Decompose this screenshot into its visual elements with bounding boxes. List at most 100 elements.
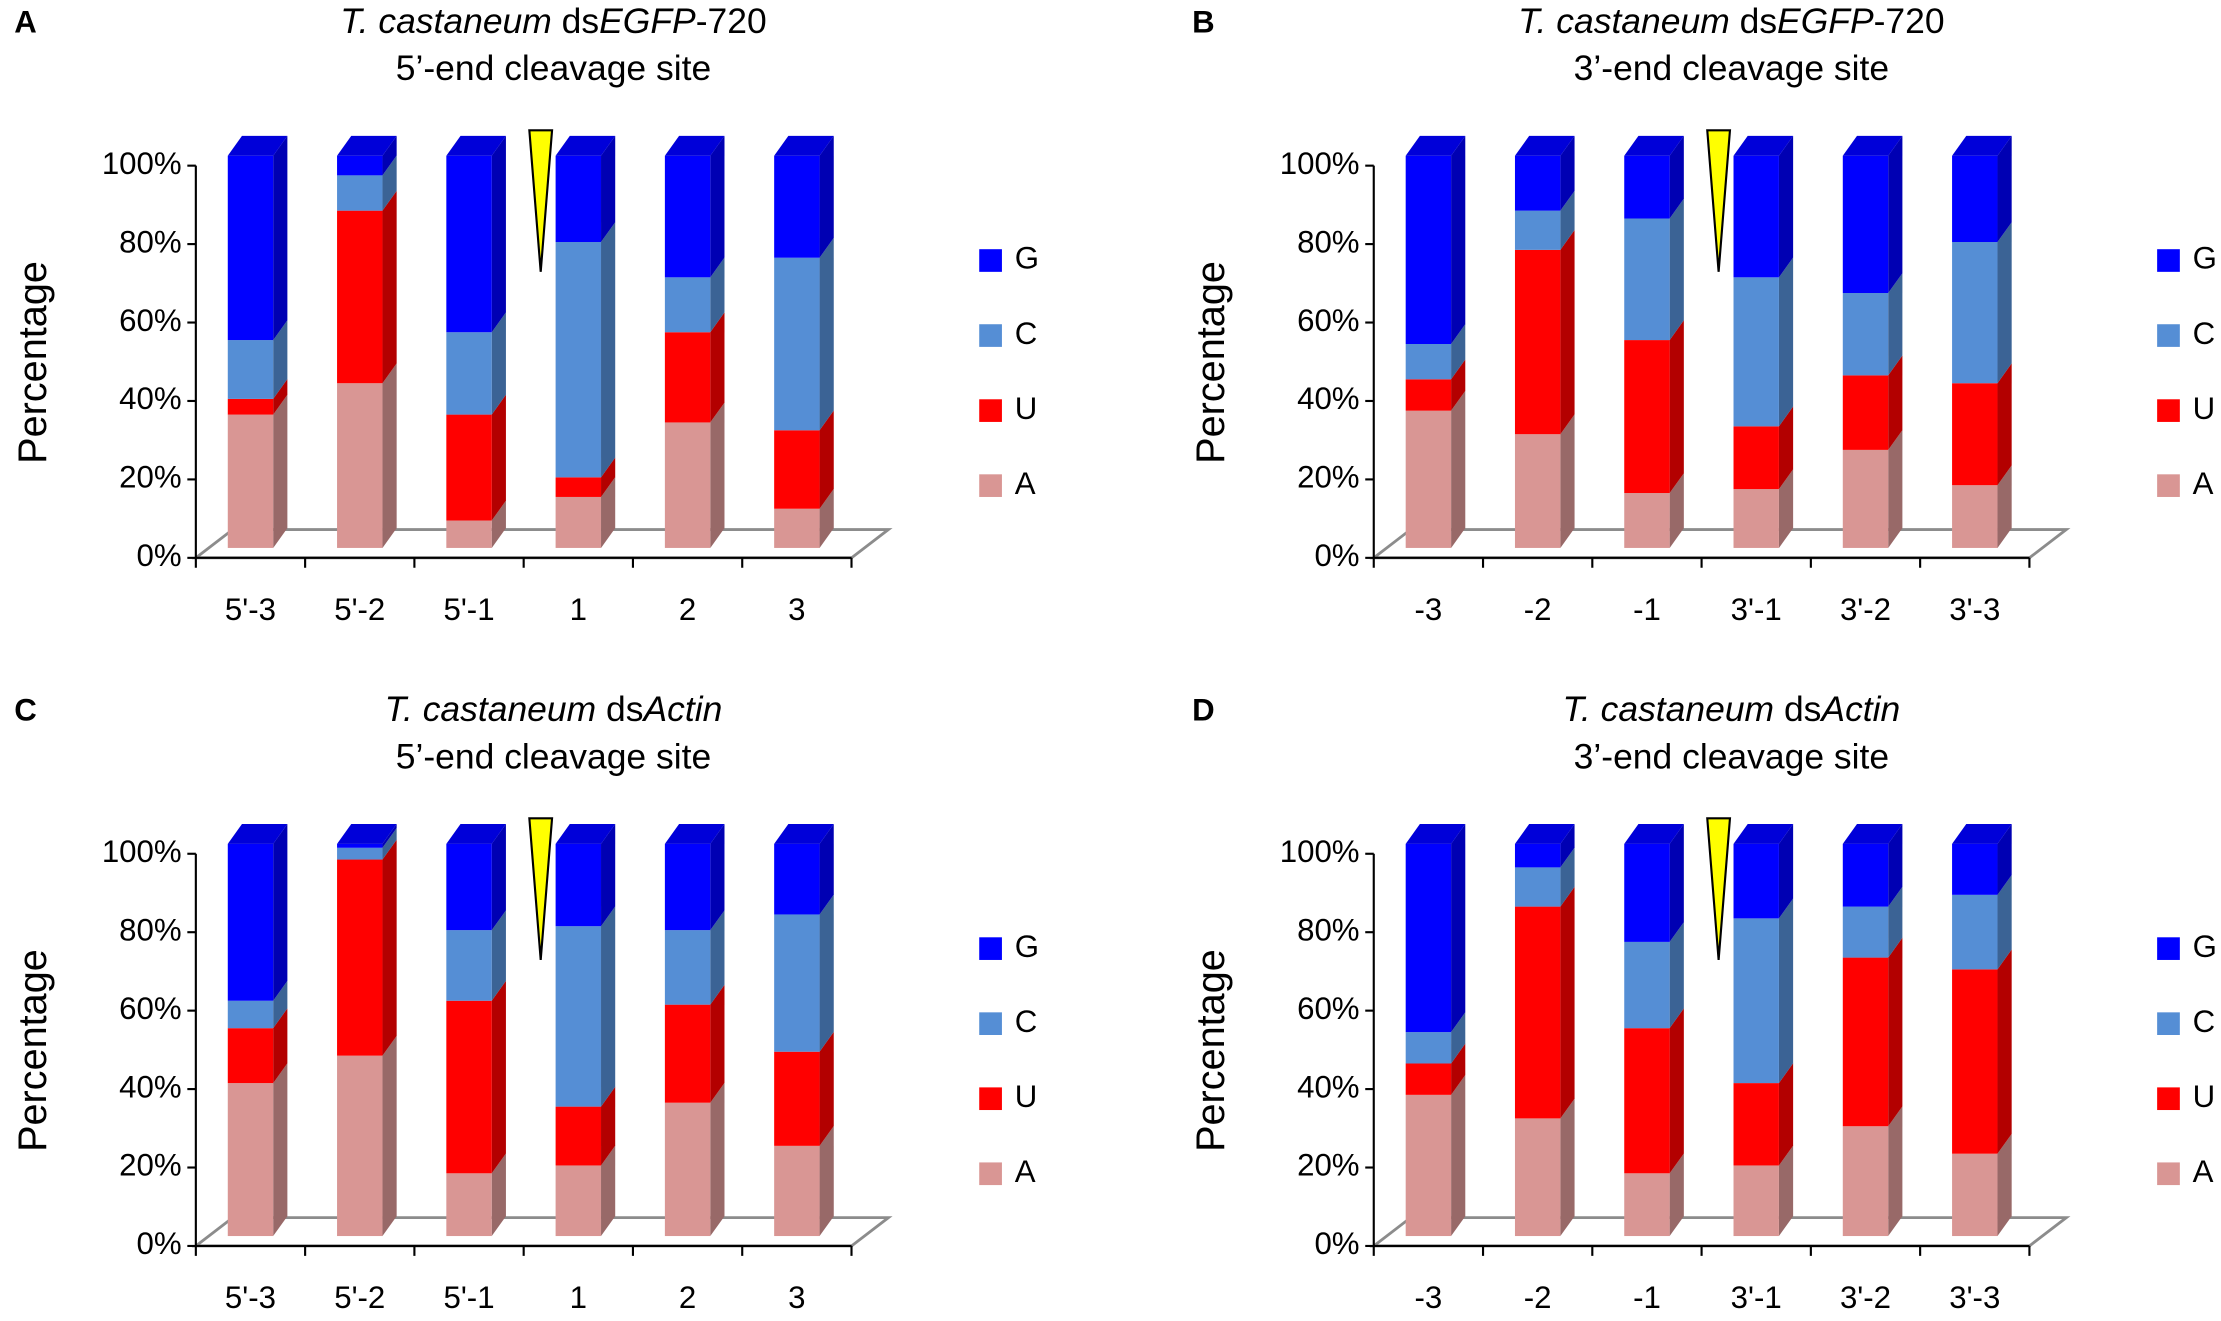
legend-swatch bbox=[2157, 399, 2180, 422]
chart-title: T. castaneum dsEGFP-720 bbox=[340, 1, 766, 41]
chart-subtitle: 5’-end cleavage site bbox=[396, 736, 711, 776]
title-part: ds bbox=[596, 690, 643, 730]
bar-side bbox=[1888, 824, 1903, 907]
bar-side bbox=[1888, 886, 1903, 958]
bar-segment bbox=[664, 155, 711, 278]
bar-segment bbox=[1952, 969, 1998, 1154]
bar-segment bbox=[1952, 485, 1998, 548]
bar-side bbox=[382, 363, 397, 548]
bar-segment bbox=[555, 155, 602, 243]
bar-top bbox=[1842, 135, 1903, 156]
bar-segment bbox=[227, 340, 274, 399]
bar-side bbox=[1997, 135, 2012, 243]
x-tick-label: -3 bbox=[1415, 1280, 1443, 1315]
bar-side bbox=[491, 910, 506, 1001]
bar-top bbox=[1733, 824, 1794, 844]
bar-side bbox=[1451, 359, 1466, 411]
bar-side bbox=[1997, 222, 2012, 384]
legend-label: G bbox=[1015, 929, 1039, 964]
bar-side bbox=[491, 135, 506, 333]
bar-side bbox=[1451, 1012, 1466, 1064]
bar-segment bbox=[1514, 434, 1561, 548]
chart-subtitle: 5’-end cleavage site bbox=[396, 48, 711, 88]
bar-side bbox=[273, 394, 288, 548]
bar-top bbox=[774, 824, 834, 844]
bar-top bbox=[337, 824, 397, 844]
bar-segment bbox=[1842, 843, 1889, 907]
bar-side bbox=[1888, 1106, 1903, 1237]
bar-segment bbox=[446, 414, 492, 521]
bar-side bbox=[382, 155, 397, 211]
bar-top bbox=[1624, 135, 1684, 156]
x-tick-label: 3'-2 bbox=[1840, 1280, 1891, 1315]
x-tick-label: 5'-1 bbox=[443, 1280, 494, 1315]
title-part: T. castaneum bbox=[1563, 690, 1775, 730]
bar-top bbox=[1952, 824, 2012, 844]
bar-side bbox=[710, 1082, 725, 1237]
legend-swatch bbox=[2157, 324, 2180, 347]
legend-swatch bbox=[979, 249, 1002, 272]
bar-side bbox=[1669, 1153, 1684, 1237]
bar-side bbox=[1997, 949, 2012, 1154]
bar-segment bbox=[555, 477, 602, 497]
bar-segment bbox=[227, 843, 274, 1001]
bar-side bbox=[273, 1008, 288, 1084]
title-part: -720 bbox=[696, 1, 767, 41]
y-tick-label: 80% bbox=[1297, 912, 1359, 947]
bar-top bbox=[337, 135, 397, 156]
x-tick-label: 3'-3 bbox=[1949, 592, 2000, 627]
y-tick-label: 40% bbox=[119, 381, 181, 416]
x-tick-label: 5'-1 bbox=[443, 592, 494, 627]
bar-side bbox=[710, 402, 725, 548]
title-part: Actin bbox=[1819, 690, 1900, 730]
panel-letter: C bbox=[14, 692, 37, 727]
bar-segment bbox=[1842, 375, 1889, 450]
panel: D T. castaneum dsActin 3’-end cleavage sit… bbox=[1189, 690, 2217, 1315]
legend-swatch bbox=[2157, 1087, 2180, 1111]
y-tick-label: 40% bbox=[1297, 381, 1359, 416]
bar-segment bbox=[774, 155, 820, 258]
bar-side bbox=[1669, 135, 1684, 219]
bar-segment bbox=[1405, 379, 1452, 411]
bar-side bbox=[1560, 824, 1575, 868]
bar-segment bbox=[337, 383, 383, 548]
panel: A T. castaneum dsEGFP-720 5’-end cleavage … bbox=[11, 1, 1039, 626]
y-tick-label: 100% bbox=[1280, 146, 1360, 181]
bar-segment bbox=[774, 430, 820, 509]
bar-segment bbox=[774, 914, 820, 1052]
bar-segment bbox=[1514, 906, 1561, 1119]
bar-segment bbox=[337, 843, 383, 848]
bar-segment bbox=[1405, 410, 1452, 548]
y-tick-label: 60% bbox=[119, 303, 181, 338]
bar-side bbox=[1778, 257, 1794, 427]
y-tick-label: 100% bbox=[102, 146, 182, 181]
bar-side bbox=[601, 1145, 616, 1237]
bar-segment bbox=[1952, 894, 1998, 970]
bar-segment bbox=[1952, 155, 1998, 243]
bar-side bbox=[1778, 406, 1794, 490]
x-tick-label: -3 bbox=[1415, 592, 1443, 627]
bar-segment bbox=[774, 257, 820, 431]
bar-side bbox=[273, 320, 288, 399]
bar-top bbox=[555, 135, 616, 156]
bar-segment bbox=[1733, 843, 1779, 919]
chart-title: T. castaneum dsActin bbox=[1563, 690, 1901, 730]
legend-label: A bbox=[1015, 1154, 1036, 1189]
y-tick-label: 0% bbox=[137, 1226, 182, 1261]
bar-side bbox=[819, 1031, 834, 1146]
bar-top bbox=[1514, 824, 1575, 844]
bar-segment bbox=[227, 414, 274, 548]
bar-segment bbox=[446, 332, 492, 415]
bar-segment bbox=[1842, 293, 1889, 376]
bar-segment bbox=[1514, 843, 1561, 868]
bar-top bbox=[1842, 824, 1903, 844]
bar-segment bbox=[664, 1102, 711, 1237]
bar-side bbox=[819, 488, 834, 548]
y-tick-label: 20% bbox=[1297, 460, 1359, 495]
x-tick-label: -1 bbox=[1633, 592, 1661, 627]
bar-segment bbox=[664, 1004, 711, 1103]
x-tick-label: 3'-1 bbox=[1731, 592, 1782, 627]
bar-side bbox=[601, 222, 616, 478]
y-tick-label: 0% bbox=[1314, 538, 1359, 573]
bar-segment bbox=[1733, 1165, 1779, 1237]
